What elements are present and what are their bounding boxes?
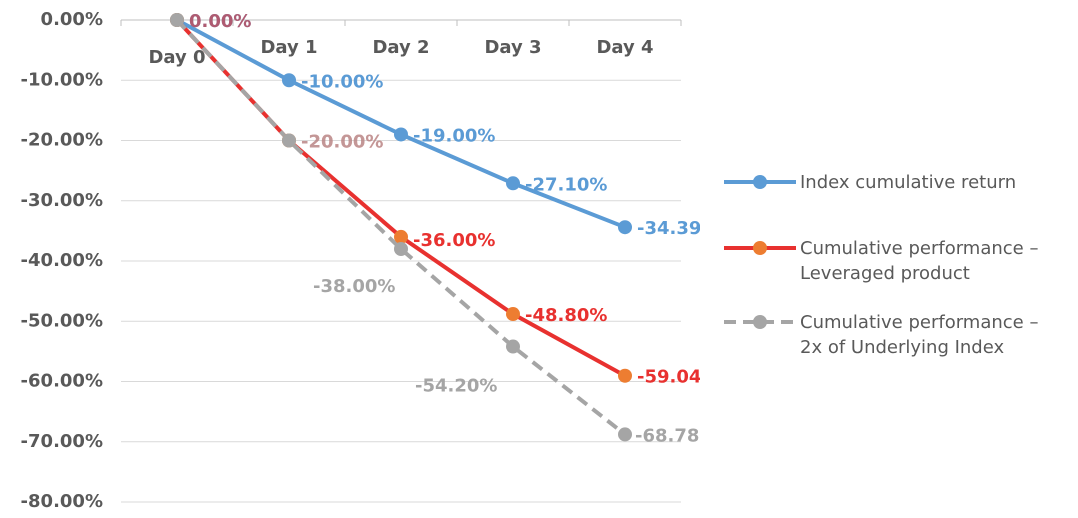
data-label: -38.00% [313, 276, 395, 297]
marker [618, 427, 632, 442]
legend-item: Index cumulative return [722, 170, 1060, 195]
x-tick-label: Day 3 [484, 37, 541, 58]
data-label: -59.04% [637, 367, 700, 388]
y-tick-label: -60.00% [21, 371, 103, 392]
data-label: -54.20% [415, 376, 497, 397]
data-label: -27.10% [525, 174, 607, 195]
marker [506, 176, 520, 191]
x-tick-label: Day 2 [372, 37, 429, 58]
legend-label: Cumulative performance – Leveraged produ… [800, 238, 1039, 284]
marker [282, 133, 296, 148]
data-label: -48.80% [525, 305, 607, 326]
legend-marker [753, 315, 767, 329]
legend-marker [753, 175, 767, 189]
marker [394, 241, 408, 256]
data-label: 0.00% [189, 11, 251, 32]
y-tick-label: -70.00% [21, 431, 103, 452]
data-label: -68.78% [635, 425, 700, 446]
y-tick-label: -20.00% [21, 130, 103, 151]
y-tick-label: -50.00% [21, 310, 103, 331]
data-label: -20.00% [301, 132, 383, 153]
marker [618, 220, 632, 235]
marker [394, 229, 408, 244]
marker [170, 13, 184, 27]
legend-label: Index cumulative return [800, 172, 1017, 193]
legend-marker [753, 241, 767, 255]
legend-item: Cumulative performance – Leveraged produ… [722, 236, 1060, 286]
marker [394, 127, 408, 142]
legend-swatch [724, 175, 796, 189]
marker [506, 339, 520, 354]
x-tick-label: Day 0 [148, 47, 205, 68]
marker [618, 368, 632, 383]
data-label: -10.00% [301, 71, 383, 92]
legend-swatch [724, 241, 796, 255]
data-label: -19.00% [413, 125, 495, 146]
x-tick-label: Day 1 [260, 37, 317, 58]
x-tick-label: Day 4 [596, 37, 653, 58]
marker [282, 73, 296, 88]
y-tick-label: -10.00% [21, 69, 103, 90]
marker [506, 307, 520, 322]
data-label: 0.00% [189, 11, 251, 32]
y-tick-label: -80.00% [21, 491, 103, 512]
y-tick-label: 0.00% [41, 9, 103, 30]
legend-label: Cumulative performance – 2x of Underlyin… [800, 312, 1039, 358]
data-label: -34.39% [637, 218, 700, 239]
data-label: -20.00% [301, 132, 383, 153]
data-label: -36.00% [413, 230, 495, 251]
y-tick-label: -30.00% [21, 190, 103, 211]
legend-swatch [724, 315, 796, 329]
legend-item: Cumulative performance – 2x of Underlyin… [722, 310, 1060, 360]
series-line [175, 18, 627, 436]
chart: 0.00% -10.00% -20.00% -30.00% -40.00% -50.00%… [21, 9, 720, 512]
y-tick-label: -40.00% [21, 250, 103, 271]
